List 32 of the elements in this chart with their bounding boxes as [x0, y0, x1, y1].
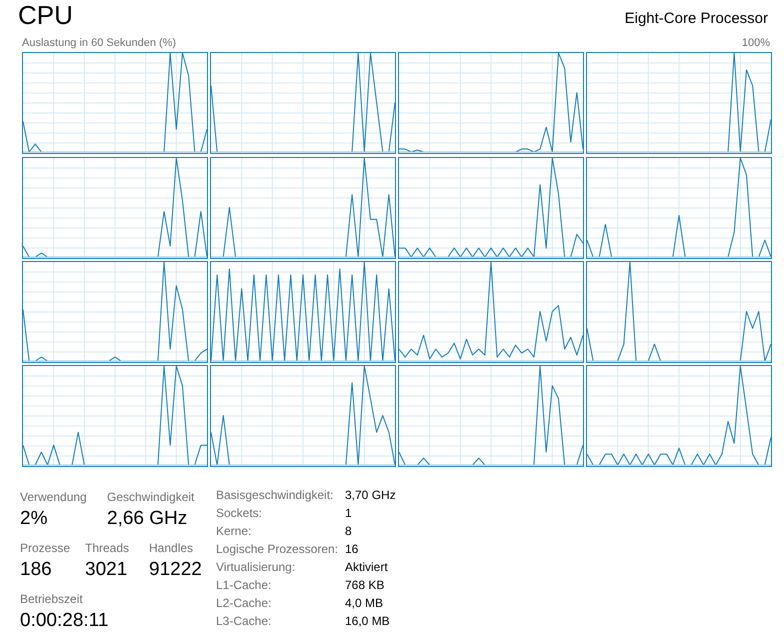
text: Eight-Core Processor: [624, 10, 768, 27]
text: L2-Cache:: [216, 596, 272, 610]
text: Betriebszeit: [20, 592, 83, 606]
text: 768 KB: [345, 578, 384, 592]
text: 16,0 MB: [345, 614, 390, 628]
text: 186: [20, 559, 52, 581]
text: 16: [345, 542, 358, 556]
text: L3-Cache:: [216, 614, 272, 628]
text: 2%: [20, 508, 48, 530]
text: Logische Prozessoren:: [216, 542, 338, 556]
text: 91222: [149, 559, 202, 581]
text: Kerne:: [216, 524, 252, 538]
text: 3021: [85, 559, 128, 581]
text: 100%: [742, 37, 770, 49]
text: Aktiviert: [345, 560, 388, 574]
text: Threads: [85, 541, 130, 555]
text: Basisgeschwindigkeit:: [216, 488, 334, 502]
text: 8: [345, 524, 352, 538]
text: 4,0 MB: [345, 596, 384, 610]
text: CPU: [18, 0, 73, 31]
text: 1: [345, 506, 352, 520]
text: Virtualisierung:: [216, 560, 296, 574]
text: Prozesse: [20, 541, 70, 555]
text: L1-Cache:: [216, 578, 272, 592]
text: Handles: [149, 541, 194, 555]
text: Geschwindigkeit: [107, 490, 194, 504]
text: Verwendung: [20, 490, 87, 504]
text: 2,66 GHz: [107, 508, 188, 530]
text: Sockets:: [216, 506, 262, 520]
text: Auslastung in 60 Sekunden (%): [22, 37, 176, 49]
text: 3,70 GHz: [345, 488, 396, 502]
text: 0:00:28:11: [20, 610, 108, 632]
